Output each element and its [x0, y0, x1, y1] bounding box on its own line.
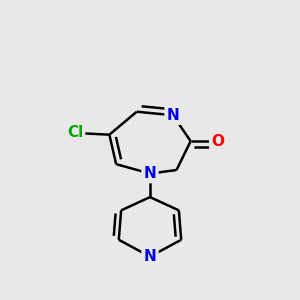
Text: Cl: Cl — [67, 125, 83, 140]
Text: N: N — [167, 108, 179, 123]
Text: O: O — [211, 134, 224, 149]
Text: N: N — [144, 249, 156, 264]
Text: N: N — [144, 166, 156, 181]
